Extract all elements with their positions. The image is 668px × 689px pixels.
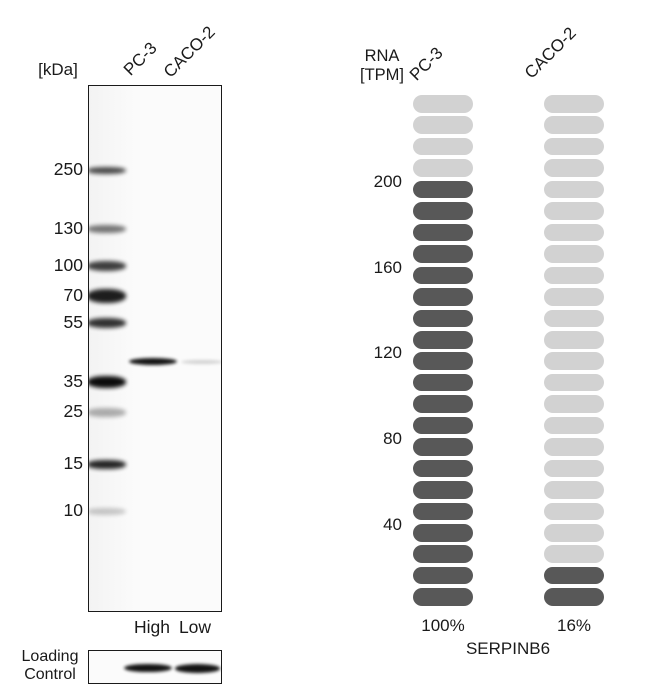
chart-column-label-caco2: CACO-2	[520, 23, 580, 83]
sample-band-pc-3	[129, 358, 177, 365]
loading-control-blot	[88, 650, 222, 684]
pill-caco-2-21-empty	[544, 524, 604, 542]
pill-caco-2-2-empty	[544, 116, 604, 135]
pill-caco-2-24-filled	[544, 588, 604, 606]
ytick-40: 40	[383, 515, 402, 534]
pill-pc-3-3-empty	[413, 137, 473, 156]
pill-caco-2-23-filled	[544, 566, 604, 585]
ladder-band-100kda	[89, 261, 126, 271]
pill-pc-3-1-empty	[413, 95, 473, 113]
rna-axis-title-line2: [TPM]	[360, 65, 404, 84]
pill-caco-2-13-empty	[544, 352, 604, 370]
pill-pc-3-12-filled	[413, 330, 473, 349]
pill-pc-3-13-filled	[413, 352, 473, 370]
pill-pc-3-2-empty	[413, 116, 473, 135]
pill-pc-3-11-filled	[413, 309, 473, 328]
ytick-200: 200	[373, 171, 402, 191]
pill-pc-3-5-filled	[413, 180, 473, 199]
pill-pc-3-10-filled	[413, 288, 473, 306]
loading-control-label-line1: Loading	[21, 648, 79, 665]
blot-lane-label-pc3: PC-3	[119, 38, 161, 80]
pill-caco-2-1-empty	[544, 95, 604, 113]
pill-pc-3-23-filled	[413, 566, 473, 585]
pill-caco-2-6-empty	[544, 202, 604, 220]
pill-pc-3-20-filled	[413, 502, 473, 521]
pill-caco-2-17-empty	[544, 438, 604, 456]
pill-caco-2-4-empty	[544, 159, 604, 177]
marker-label-130kda: 130	[53, 218, 83, 238]
ladder-band-15kda	[89, 459, 126, 469]
pill-caco-2-3-empty	[544, 137, 604, 156]
pill-pc-3-17-filled	[413, 438, 473, 456]
chart-column-label-pc3: PC-3	[405, 43, 447, 85]
pill-caco-2-18-empty	[544, 459, 604, 478]
pill-pc-3-16-filled	[413, 416, 473, 435]
pill-caco-2-9-empty	[544, 266, 604, 285]
pill-caco-2-7-empty	[544, 223, 604, 242]
expression-level-label-low: Low	[178, 617, 212, 637]
ladder-band-130kda	[89, 225, 126, 233]
ytick-80: 80	[383, 429, 402, 449]
marker-label-250kda: 250	[53, 159, 83, 179]
pill-caco-2-22-empty	[544, 545, 604, 564]
marker-label-55kda: 55	[63, 312, 83, 332]
pill-caco-2-11-empty	[544, 309, 604, 328]
pill-pc-3-4-empty	[413, 159, 473, 177]
pill-caco-2-15-empty	[544, 395, 604, 413]
pill-caco-2-19-empty	[544, 481, 604, 499]
loading-control-label-line2: Control	[24, 665, 76, 683]
sample-band-caco-2	[181, 360, 221, 364]
marker-label-15kda: 15	[63, 453, 83, 473]
pill-pc-3-19-filled	[413, 481, 473, 499]
ladder-band-250kda	[89, 166, 126, 174]
loading-control-label: Loading Control	[12, 648, 88, 683]
pill-pc-3-8-filled	[413, 245, 473, 263]
pill-caco-2-8-empty	[544, 245, 604, 263]
rna-axis-title-line1: RNA	[364, 47, 400, 65]
gene-name-title: SERPINB6	[465, 639, 551, 658]
pill-pc-3-9-filled	[413, 266, 473, 285]
pill-pc-3-6-filled	[413, 202, 473, 220]
pill-caco-2-20-empty	[544, 502, 604, 521]
western-blot-image	[88, 85, 222, 612]
percent-label-pc3: 100%	[421, 616, 465, 635]
pill-caco-2-5-empty	[544, 180, 604, 199]
marker-label-25kda: 25	[63, 401, 83, 421]
pill-pc-3-14-filled	[413, 373, 473, 392]
ladder-band-10kda	[89, 507, 126, 515]
pill-pc-3-7-filled	[413, 223, 473, 242]
marker-label-100kda: 100	[53, 255, 83, 275]
pill-pc-3-24-filled	[413, 588, 473, 606]
ladder-band-70kda	[89, 289, 126, 303]
pill-pc-3-15-filled	[413, 395, 473, 413]
ladder-band-55kda	[89, 318, 126, 328]
pill-pc-3-22-filled	[413, 545, 473, 564]
pill-caco-2-14-empty	[544, 373, 604, 392]
expression-level-label-high: High	[134, 617, 170, 637]
ladder-band-35kda	[89, 376, 126, 388]
percent-label-caco2: 16%	[556, 616, 592, 635]
marker-label-70kda: 70	[63, 285, 83, 305]
pill-caco-2-12-empty	[544, 330, 604, 349]
pill-caco-2-16-empty	[544, 416, 604, 435]
marker-label-10kda: 10	[63, 500, 83, 520]
pill-pc-3-21-filled	[413, 524, 473, 542]
blot-lane-label-caco2: CACO-2	[159, 22, 219, 82]
ytick-160: 160	[373, 257, 402, 277]
pill-caco-2-10-empty	[544, 288, 604, 306]
ladder-band-25kda	[89, 407, 126, 417]
loading-control-band-caco-2	[175, 664, 220, 673]
kda-unit-label: [kDa]	[38, 60, 78, 79]
marker-label-35kda: 35	[63, 371, 83, 391]
pill-pc-3-18-filled	[413, 459, 473, 478]
loading-control-band-pc-3	[124, 663, 172, 672]
rna-axis-title: RNA [TPM]	[353, 47, 411, 84]
ytick-120: 120	[373, 343, 402, 363]
